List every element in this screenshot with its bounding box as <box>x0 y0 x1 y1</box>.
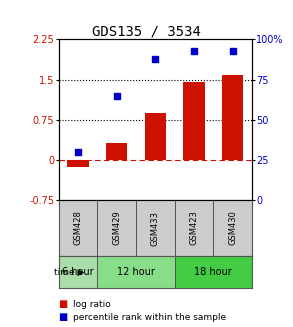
Text: GSM429: GSM429 <box>112 211 121 246</box>
Bar <box>183 82 205 160</box>
Text: time ▶: time ▶ <box>54 267 84 277</box>
Bar <box>67 160 88 166</box>
Text: GDS135 / 3534: GDS135 / 3534 <box>92 25 201 39</box>
Bar <box>213 200 252 256</box>
Text: GSM428: GSM428 <box>74 211 82 246</box>
Point <box>230 48 235 53</box>
Bar <box>136 200 175 256</box>
Point <box>153 56 158 61</box>
Bar <box>97 256 175 288</box>
Text: percentile rank within the sample: percentile rank within the sample <box>73 313 226 322</box>
Bar <box>175 200 213 256</box>
Bar <box>145 113 166 160</box>
Text: ■: ■ <box>59 312 68 322</box>
Bar <box>97 200 136 256</box>
Text: ■: ■ <box>59 299 68 309</box>
Text: 12 hour: 12 hour <box>117 267 155 277</box>
Text: log ratio: log ratio <box>73 300 111 309</box>
Text: GSM423: GSM423 <box>190 211 198 246</box>
Point <box>76 149 80 155</box>
Text: GSM430: GSM430 <box>228 211 237 246</box>
Bar <box>106 143 127 160</box>
Point <box>192 48 196 53</box>
Text: 6 hour: 6 hour <box>62 267 94 277</box>
Bar <box>59 200 97 256</box>
Point <box>114 93 119 98</box>
Bar <box>59 256 97 288</box>
Bar <box>175 256 252 288</box>
Text: 18 hour: 18 hour <box>195 267 232 277</box>
Bar <box>222 75 243 160</box>
Text: GSM433: GSM433 <box>151 211 160 246</box>
